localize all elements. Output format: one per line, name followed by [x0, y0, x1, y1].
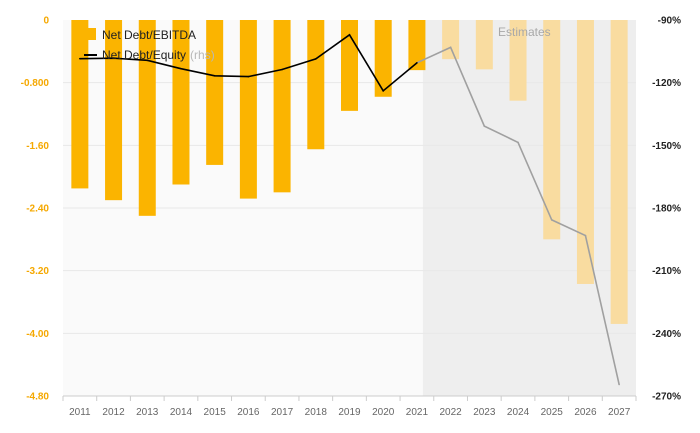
y-right-tick-label: -180%: [652, 204, 681, 215]
x-tick-label: 2020: [372, 407, 395, 418]
line-point-2014: [180, 67, 182, 70]
x-tick-label: 2022: [439, 407, 462, 418]
line-point-2027: [618, 383, 620, 386]
y-left-tick-label: -0.800: [21, 78, 50, 89]
bar-2027: [610, 20, 628, 324]
y-left-tick-label: -3.20: [26, 266, 49, 277]
bar-2024: [509, 20, 527, 101]
x-tick-label: 2011: [69, 407, 91, 418]
line-point-2022: [449, 46, 452, 49]
y-right-tick-label: -150%: [652, 141, 681, 152]
x-tick-label: 2024: [507, 407, 530, 418]
line-point-2016: [247, 75, 250, 78]
line-point-2026: [584, 234, 587, 237]
line-point-2025: [550, 219, 553, 221]
y-left-tick-label: 0: [43, 16, 49, 27]
bar-2026: [576, 20, 594, 284]
line-point-2021: [416, 62, 418, 64]
x-axis-ticks: 2011 2012 2013 2014 2015 2016 2017 2018 2019 2020…: [62, 396, 637, 418]
estimates-label: Estimates: [498, 25, 551, 39]
legend-line-name: Net Debt/Equity: [102, 48, 186, 62]
line-point-2019: [348, 34, 351, 36]
y-right-tick-label: -210%: [652, 266, 681, 277]
y-right-tick-label: -270%: [652, 392, 681, 403]
x-tick-label: 2021: [406, 407, 429, 418]
legend-bar-swatch: [86, 28, 96, 40]
bars: [71, 20, 628, 324]
x-tick-label: 2016: [237, 407, 260, 418]
x-tick-label: 2023: [473, 407, 496, 418]
bar-2013: [138, 20, 156, 216]
line-point-2012: [112, 57, 115, 60]
legend: Net Debt/EBITDA Net Debt/Equity (rhs): [84, 28, 215, 62]
lines: [79, 33, 620, 386]
y-left-tick-label: -4.80: [26, 392, 49, 403]
legend-line-note: (rhs): [190, 48, 215, 62]
bar-2016: [239, 20, 257, 199]
line-point-2013: [146, 59, 149, 62]
line-point-2015: [213, 74, 216, 77]
y-left-tick-label: -2.40: [26, 204, 49, 215]
x-tick-label: 2018: [305, 407, 328, 418]
bar-2011: [71, 20, 89, 189]
y-right-tick-label: -120%: [652, 78, 681, 89]
y-left-tick-labels: 0 -0.800 -1.60 -2.40 -3.20 -4.00 -4.80: [21, 16, 50, 403]
bar-2020: [374, 20, 392, 97]
x-tick-label: 2019: [338, 407, 361, 418]
y-left-tick-label: -1.60: [26, 141, 49, 152]
bar-2017: [273, 20, 291, 193]
bar-2015: [206, 20, 224, 165]
line-point-2020: [382, 90, 385, 92]
line-point-2017: [281, 68, 283, 71]
legend-line-label: Net Debt/Equity (rhs): [102, 48, 215, 62]
legend-bar-label: Net Debt/EBITDA: [102, 28, 196, 42]
bar-2021: [408, 20, 426, 71]
bar-2012: [105, 20, 123, 201]
x-tick-label: 2012: [102, 407, 125, 418]
line-point-2018: [314, 58, 317, 60]
x-tick-label: 2015: [204, 407, 227, 418]
bar-2022: [442, 20, 460, 60]
bar-2025: [543, 20, 561, 240]
x-tick-label: 2026: [574, 407, 597, 418]
bar-2023: [475, 20, 493, 70]
bar-2014: [172, 20, 190, 185]
y-right-tick-label: -240%: [652, 329, 681, 340]
bar-2018: [307, 20, 325, 150]
x-tick-label: 2025: [541, 407, 564, 418]
x-tick-label: 2014: [170, 407, 193, 418]
y-right-tick-labels: -90% -120% -150% -180% -210% -240% -270%: [652, 16, 681, 403]
line-point-2023: [483, 125, 486, 127]
y-right-tick-label: -90%: [658, 16, 681, 27]
bar-2019: [341, 20, 358, 111]
x-tick-label: 2027: [608, 407, 631, 418]
x-tick-label: 2013: [136, 407, 159, 418]
line-point-2011: [79, 57, 81, 60]
y-left-tick-label: -4.00: [26, 329, 49, 340]
x-tick-label: 2017: [271, 407, 294, 418]
line-point-2024: [517, 141, 519, 144]
